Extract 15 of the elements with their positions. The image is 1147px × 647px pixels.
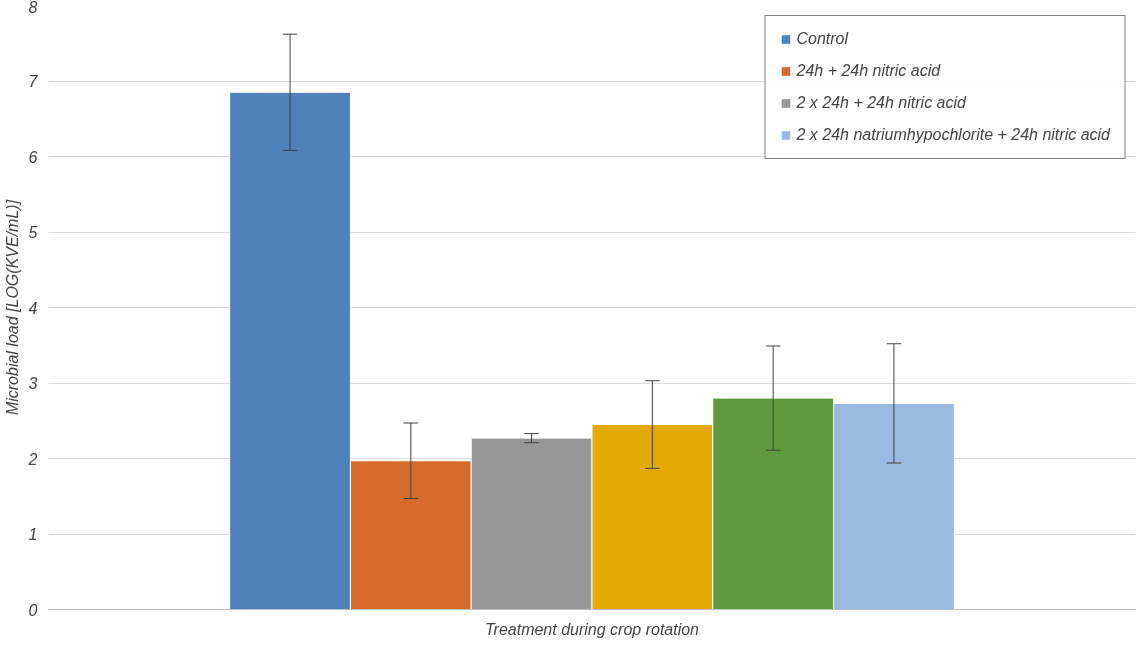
y-tick-label: 7 xyxy=(28,73,39,90)
y-tick-label: 6 xyxy=(28,148,38,166)
y-tick-label: 4 xyxy=(28,299,38,317)
y-tick-label: 1 xyxy=(28,526,38,543)
y-tick-label: 8 xyxy=(28,0,38,16)
legend-label: 24h + 24h nitric acid xyxy=(796,62,941,80)
y-tick-label: 0 xyxy=(28,601,38,619)
legend-label: 2 x 24h natriumhypochlorite + 24h nitric acid xyxy=(796,126,1110,144)
y-tick-label: 5 xyxy=(28,224,38,241)
y-axis-title: Microbial load [LOG(KVE/mL)] xyxy=(3,199,21,416)
legend-label: Control xyxy=(796,30,849,48)
legend-label: 2 x 24h + 24h nitric acid xyxy=(796,94,966,112)
y-tick-label: 2 xyxy=(27,450,38,468)
x-axis-title: Treatment during crop rotation xyxy=(484,620,700,638)
y-tick-label: 3 xyxy=(28,375,38,392)
